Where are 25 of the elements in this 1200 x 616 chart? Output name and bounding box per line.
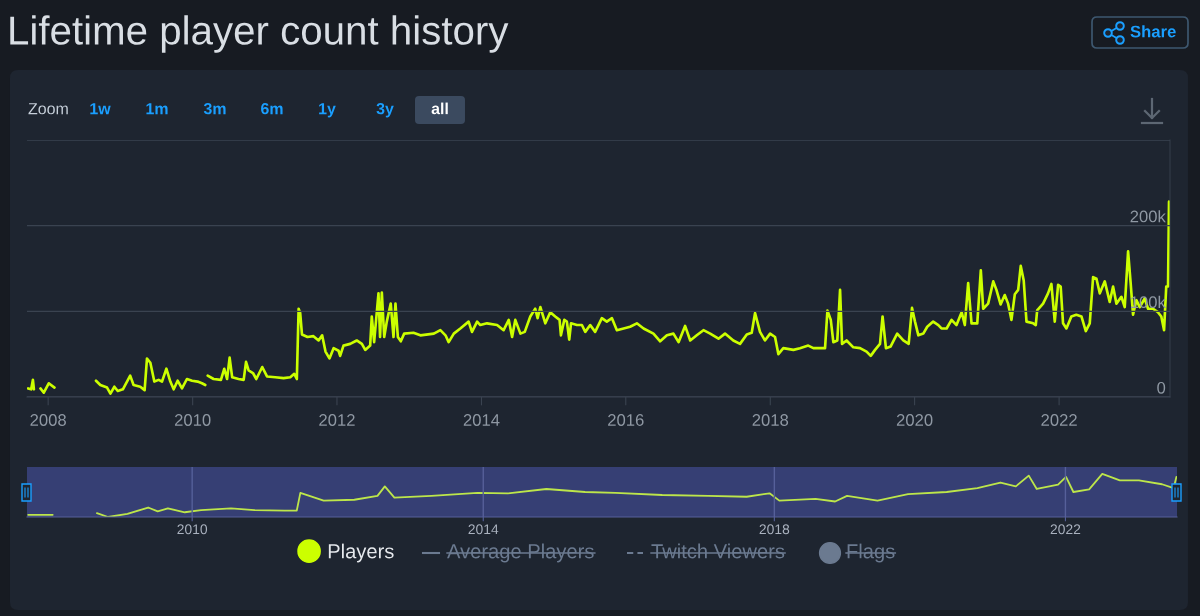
text: all bbox=[431, 102, 448, 115]
x-tick-label: 2014 bbox=[468, 524, 499, 535]
x-tick-label: 2010 bbox=[174, 414, 211, 426]
text: 6m bbox=[261, 102, 283, 115]
text: 1m bbox=[146, 103, 168, 115]
x-tick-label: 2022 bbox=[1050, 524, 1081, 535]
text: 1y bbox=[319, 103, 336, 118]
x-tick-label: 2022 bbox=[1041, 414, 1077, 426]
x-tick-label: 2014 bbox=[463, 414, 500, 426]
x-tick-label: 2012 bbox=[319, 414, 355, 426]
text: Zoom bbox=[28, 103, 68, 115]
x-tick-label: 2020 bbox=[896, 414, 933, 426]
y-tick-label: 0 bbox=[1157, 381, 1166, 394]
x-tick-label: 2010 bbox=[177, 524, 208, 535]
text: 3y bbox=[376, 102, 394, 118]
text: 3m bbox=[203, 102, 226, 115]
y-tick-label: 200k bbox=[1130, 210, 1166, 223]
x-tick-label: 2016 bbox=[608, 414, 644, 426]
chart-title: Lifetime player count history bbox=[10, 15, 509, 53]
legend-label: Players bbox=[328, 543, 394, 563]
x-tick-label: 2018 bbox=[752, 414, 789, 426]
text: Share bbox=[1130, 25, 1176, 38]
x-tick-label: 2018 bbox=[759, 524, 790, 535]
text: 1w bbox=[90, 103, 111, 115]
x-tick-label: 2008 bbox=[30, 414, 66, 426]
